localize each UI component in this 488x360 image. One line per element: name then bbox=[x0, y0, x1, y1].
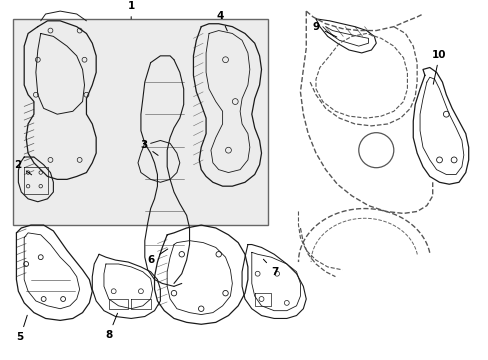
Text: 6: 6 bbox=[147, 249, 167, 265]
Text: 10: 10 bbox=[431, 50, 446, 84]
Text: 9: 9 bbox=[312, 22, 336, 37]
Text: 7: 7 bbox=[263, 259, 278, 277]
Bar bbox=[14, 19, 268, 225]
Text: 3: 3 bbox=[140, 140, 158, 156]
Text: 4: 4 bbox=[217, 11, 227, 31]
Text: 5: 5 bbox=[17, 315, 27, 342]
Text: 8: 8 bbox=[105, 313, 117, 340]
Text: 1: 1 bbox=[127, 1, 135, 19]
Text: 2: 2 bbox=[14, 160, 32, 175]
